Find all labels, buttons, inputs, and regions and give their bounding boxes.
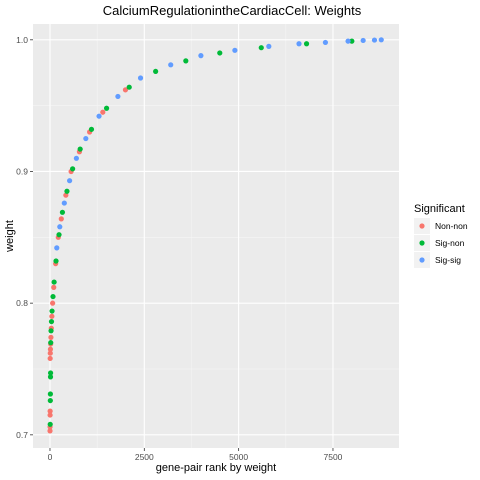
data-point	[57, 224, 63, 230]
legend: Significant Non-non Sig-non Sig-sig	[414, 203, 468, 268]
data-point	[73, 155, 79, 161]
data-point	[56, 232, 62, 238]
data-point	[232, 47, 238, 53]
data-point	[47, 346, 54, 352]
data-point	[53, 258, 59, 264]
data-point	[51, 279, 57, 285]
x-axis: 0 2500 5000 7500	[48, 448, 343, 462]
data-point	[153, 68, 159, 75]
data-point	[48, 334, 54, 340]
data-point	[378, 37, 384, 43]
legend-key-dot	[419, 223, 425, 229]
data-point	[47, 350, 53, 356]
data-point	[47, 421, 53, 427]
data-point	[47, 412, 53, 418]
data-point	[266, 43, 272, 49]
plot-panel	[33, 24, 399, 448]
series-sig-non	[47, 38, 355, 427]
legend-title: Significant	[414, 203, 465, 215]
data-point	[349, 38, 355, 44]
data-point	[47, 374, 54, 380]
y-axis-title: weight	[4, 220, 16, 253]
data-point	[83, 135, 89, 142]
data-point	[198, 53, 204, 59]
legend-label: Sig-non	[435, 238, 465, 248]
x-tick-label: 5000	[229, 452, 248, 462]
legend-key-dot	[419, 240, 425, 246]
data-point	[47, 370, 54, 376]
data-point	[54, 245, 60, 251]
data-point	[61, 200, 67, 206]
legend-items: Non-non Sig-non Sig-sig	[414, 218, 468, 268]
data-point	[258, 45, 264, 51]
data-point	[50, 293, 56, 300]
data-point	[183, 58, 189, 64]
data-points	[47, 37, 384, 434]
data-point	[51, 284, 57, 290]
data-point	[63, 192, 69, 198]
data-point	[137, 75, 144, 81]
data-point	[49, 308, 55, 314]
data-point	[49, 313, 55, 319]
data-point	[96, 113, 102, 119]
data-point	[103, 105, 110, 111]
data-point	[70, 166, 76, 172]
data-point	[58, 216, 64, 222]
y-tick-label: 0.8	[16, 298, 28, 308]
x-tick-label: 2500	[135, 452, 154, 462]
data-point	[122, 87, 129, 93]
data-point	[168, 62, 174, 68]
data-point	[322, 39, 329, 46]
data-point	[59, 209, 66, 215]
data-point	[47, 428, 53, 434]
data-point	[345, 38, 351, 44]
data-point	[296, 41, 302, 47]
legend-label: Sig-sig	[435, 255, 461, 265]
data-point	[48, 340, 54, 346]
x-tick-label: 7500	[324, 452, 343, 462]
data-point	[47, 355, 53, 362]
data-point	[371, 37, 378, 43]
data-point	[48, 318, 55, 325]
data-point	[303, 41, 310, 47]
data-point	[126, 84, 132, 90]
x-tick-label: 0	[48, 452, 53, 462]
data-point	[47, 397, 53, 404]
data-point	[47, 408, 53, 414]
data-point	[50, 300, 56, 306]
series-sig-sig	[54, 37, 384, 251]
data-point	[88, 126, 95, 132]
grid-minor	[33, 24, 399, 448]
y-axis: 0.7 0.8 0.9 1.0	[16, 35, 33, 440]
y-tick-label: 1.0	[16, 35, 28, 45]
y-tick-label: 0.7	[16, 430, 28, 440]
data-point	[48, 328, 54, 334]
data-point	[47, 391, 53, 397]
x-axis-title: gene-pair rank by weight	[156, 462, 276, 474]
y-tick-label: 0.9	[16, 166, 28, 176]
panel-background	[33, 24, 399, 448]
legend-key-dot	[419, 257, 425, 263]
data-point	[360, 37, 366, 44]
data-point	[100, 109, 106, 115]
legend-label: Non-non	[435, 221, 468, 231]
data-point	[77, 146, 83, 152]
grid-major	[33, 24, 399, 448]
data-point	[217, 50, 223, 56]
data-point	[64, 188, 70, 194]
chart-title: CalciumRegulationintheCardiacCell: Weigh…	[103, 3, 362, 18]
data-point	[67, 178, 73, 184]
data-point	[115, 93, 121, 100]
